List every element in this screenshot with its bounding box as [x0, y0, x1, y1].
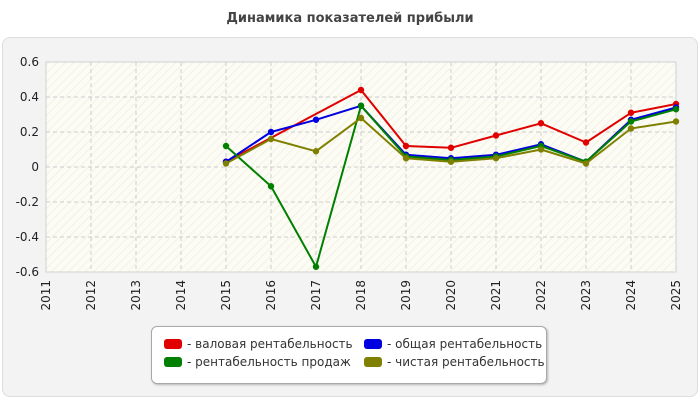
x-tick-label: 2013	[129, 280, 143, 311]
data-point	[672, 106, 680, 113]
x-tick-label: 2014	[174, 280, 188, 311]
x-tick-label: 2024	[624, 280, 638, 311]
data-point	[627, 125, 635, 132]
data-point	[672, 118, 680, 125]
data-point	[222, 142, 230, 150]
data-point	[267, 135, 275, 143]
x-tick-label: 2017	[309, 280, 323, 311]
data-point	[357, 114, 365, 122]
x-tick-label: 2020	[444, 280, 458, 311]
x-tick-label: 2019	[399, 280, 413, 311]
y-tick-label: 0.2	[20, 125, 39, 139]
x-tick-label: 2022	[534, 280, 548, 311]
y-tick-label: 0.4	[20, 90, 39, 104]
data-point	[402, 155, 410, 162]
data-point	[357, 86, 365, 94]
legend: - валовая рентабельность - общая рентабе…	[151, 326, 547, 384]
x-tick-label: 2016	[264, 280, 278, 311]
data-point	[267, 128, 275, 136]
legend-swatch	[364, 339, 382, 349]
y-tick-label: 0	[31, 160, 39, 174]
y-tick-label: -0.2	[16, 195, 39, 209]
data-point	[222, 160, 230, 167]
legend-swatch	[164, 339, 182, 349]
data-point	[402, 142, 410, 150]
legend-label: - валовая рентабельность	[187, 337, 353, 351]
legend-label: - общая рентабельность	[387, 337, 543, 351]
y-tick-label: -0.6	[16, 265, 39, 279]
legend-label: - чистая рентабельность	[387, 355, 545, 369]
grid	[45, 61, 677, 273]
data-point	[582, 139, 590, 146]
x-tick-label: 2018	[354, 280, 368, 311]
x-tick-label: 2011	[39, 280, 53, 311]
y-axis-ticks: 0.6 0.4 0.2 0 -0.2 -0.4 -0.6	[16, 55, 39, 279]
legend-item-gross-margin[interactable]: - валовая рентабельность	[164, 337, 353, 351]
chart-title: Динамика показателей прибыли	[226, 11, 474, 26]
data-point	[312, 263, 320, 270]
data-point	[357, 102, 365, 109]
data-point	[627, 118, 635, 125]
data-point	[537, 146, 545, 153]
data-point	[312, 116, 320, 123]
y-tick-label: 0.6	[20, 55, 39, 69]
legend-item-sales-margin[interactable]: - рентабельность продаж	[164, 355, 351, 369]
data-point	[582, 160, 590, 167]
x-axis-ticks: 2011 2012 2013 2014 2015 2016 2017 2018 2019 2020…	[39, 280, 683, 311]
x-tick-label: 2023	[579, 280, 593, 311]
legend-label: - рентабельность продаж	[187, 355, 351, 369]
data-point	[492, 132, 500, 139]
legend-swatch	[364, 357, 382, 367]
data-point	[267, 183, 275, 190]
x-tick-label: 2025	[669, 280, 683, 311]
data-point	[312, 148, 320, 155]
y-tick-label: -0.4	[16, 230, 39, 244]
data-point	[627, 109, 635, 116]
x-tick-label: 2015	[219, 280, 233, 311]
legend-swatch	[164, 357, 182, 367]
x-tick-label: 2021	[489, 280, 503, 311]
data-point	[447, 144, 455, 151]
data-point	[537, 120, 545, 127]
legend-item-net-margin[interactable]: - чистая рентабельность	[364, 355, 545, 369]
series-layer	[222, 86, 680, 270]
legend-item-overall-margin[interactable]: - общая рентабельность	[364, 337, 542, 351]
plot-border	[45, 61, 677, 273]
x-tick-label: 2012	[84, 280, 98, 311]
data-point	[492, 155, 500, 162]
data-point	[447, 158, 455, 165]
